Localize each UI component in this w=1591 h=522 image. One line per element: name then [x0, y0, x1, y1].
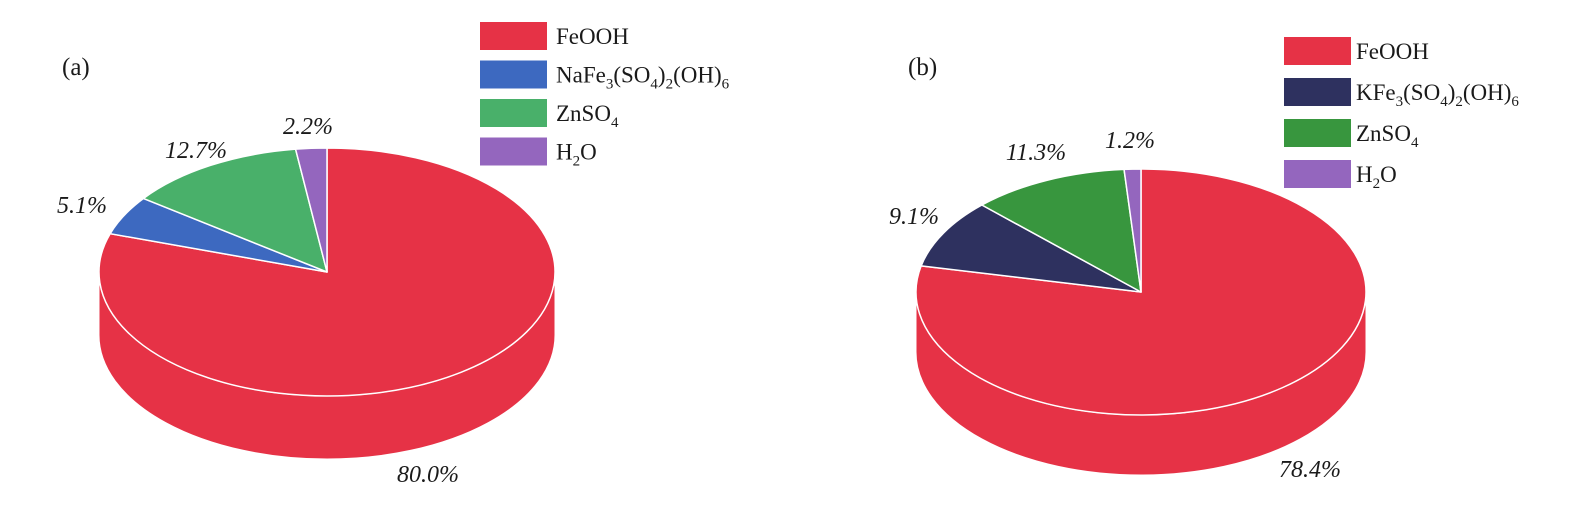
legend-subscript: 2: [573, 154, 581, 170]
legend-swatch-nafe3-so4-2-oh-6: [480, 60, 547, 89]
legend-subscript: 2: [1373, 176, 1381, 192]
legend-label-kfe3-so4-2-oh-6: KFe3(SO4)2(OH)6: [1356, 80, 1519, 110]
legend-subscript: 4: [611, 115, 619, 131]
legend-text-part: ): [1448, 80, 1456, 105]
legend-subscript: 3: [1396, 94, 1404, 110]
panel-label: (a): [62, 54, 90, 81]
legend-text-part: (SO: [1403, 80, 1440, 105]
pct-label-feooh: 78.4%: [1279, 457, 1341, 483]
legend-subscript: 2: [1455, 94, 1463, 110]
pct-label-h2o: 2.2%: [283, 114, 333, 140]
legend-text-part: (OH): [1463, 80, 1512, 105]
legend-text-part: (OH): [673, 63, 722, 88]
legend-text-part: O: [580, 140, 597, 165]
legend-label-h2o: H2O: [556, 140, 597, 170]
legend-swatch-kfe3-so4-2-oh-6: [1284, 78, 1351, 106]
legend-subscript: 4: [1440, 94, 1448, 110]
pie-slice-znso4: [142, 148, 328, 273]
legend-label-feooh: FeOOH: [1356, 39, 1429, 64]
panel-label: (b): [908, 54, 937, 81]
pct-label-kfe3-so4-2-oh-6: 9.1%: [889, 204, 939, 230]
pie-panel-a: 80.0%5.1%12.7%2.2%(a)FeOOHNaFe3(SO4)2(OH…: [57, 22, 730, 488]
legend-subscript: 4: [650, 77, 658, 93]
legend-subscript: 6: [1511, 94, 1519, 110]
legend-text-part: O: [1380, 162, 1397, 187]
pct-label-nafe3-so4-2-oh-6: 5.1%: [57, 193, 107, 219]
pie-panel-b: 78.4%9.1%11.3% 1.2%(b)FeOOHKFe3(SO4)2(OH)…: [889, 37, 1519, 483]
legend-label-h2o: H2O: [1356, 162, 1397, 192]
pct-label-h2o: 1.2%: [1105, 128, 1155, 154]
legend-swatch-znso4: [480, 99, 547, 127]
pie-slice-feooh: [98, 147, 556, 397]
legend-text-part: ZnSO: [556, 101, 611, 126]
legend-swatch-feooh: [480, 22, 547, 50]
legend-text-part: KFe: [1356, 80, 1396, 105]
legend-text-part: FeOOH: [1356, 39, 1429, 64]
legend-subscript: 4: [1411, 135, 1419, 151]
legend-label-feooh: FeOOH: [556, 24, 629, 49]
legend-label-nafe3-so4-2-oh-6: NaFe3(SO4)2(OH)6: [556, 63, 730, 93]
legend-text-part: NaFe: [556, 63, 606, 88]
legend-text-part: ZnSO: [1356, 121, 1411, 146]
pie-slice-h2o: [1123, 168, 1142, 293]
legend-text-part: (SO: [613, 63, 650, 88]
pie-slice-feooh: [915, 168, 1367, 416]
pct-label-feooh: 80.0%: [397, 462, 459, 488]
legend-label-znso4: ZnSO4: [556, 101, 619, 131]
pct-label-znso4: 11.3%: [1006, 140, 1066, 166]
legend-text-part: H: [1356, 162, 1373, 187]
legend-swatch-znso4: [1284, 119, 1351, 147]
legend-swatch-h2o: [1284, 160, 1351, 188]
legend-subscript: 2: [666, 77, 674, 93]
legend-swatch-feooh: [1284, 37, 1351, 65]
legend-text-part: FeOOH: [556, 24, 629, 49]
pie-slice-znso4: [981, 168, 1142, 293]
legend-text-part: H: [556, 140, 573, 165]
legend-subscript: 6: [722, 77, 730, 93]
pie-slice-kfe3-so4-2-oh-6: [920, 204, 1142, 293]
pct-label-znso4: 12.7%: [165, 138, 227, 164]
legend-swatch-h2o: [480, 137, 547, 166]
legend-label-znso4: ZnSO4: [1356, 121, 1419, 151]
pie-slice-h2o: [294, 147, 328, 273]
legend-subscript: 3: [606, 77, 614, 93]
legend-text-part: ): [658, 63, 666, 88]
